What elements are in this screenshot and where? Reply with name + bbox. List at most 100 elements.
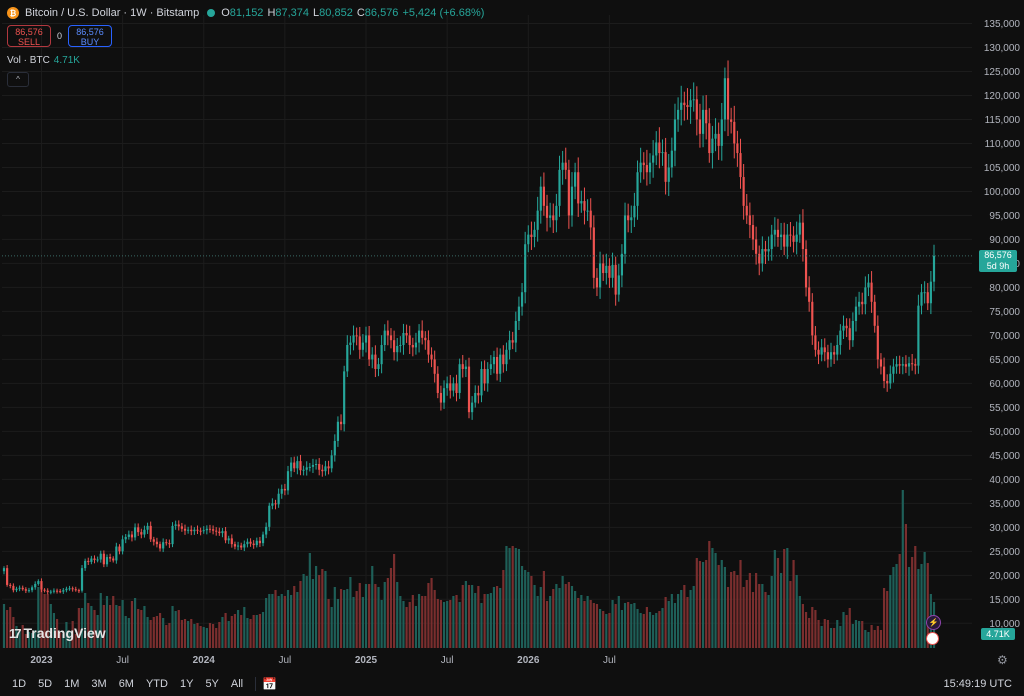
candle-body bbox=[467, 366, 471, 413]
volume-legend[interactable]: Vol · BTC 4.71K bbox=[7, 55, 80, 66]
candle-body bbox=[645, 165, 648, 173]
candle-body bbox=[542, 186, 545, 206]
candle-body bbox=[24, 589, 27, 591]
candle-body bbox=[2, 568, 6, 572]
candle-body bbox=[873, 301, 876, 326]
volume-bar bbox=[377, 587, 380, 648]
volume-bar bbox=[630, 604, 633, 648]
candle-body bbox=[361, 342, 364, 350]
volume-bar bbox=[592, 603, 595, 648]
symbol-title[interactable]: Bitcoin / U.S. Dollar · 1W · Bitstamp bbox=[25, 7, 200, 19]
volume-bar bbox=[464, 581, 467, 648]
candle-body bbox=[595, 277, 599, 288]
timeframe-5y[interactable]: 5Y bbox=[205, 678, 219, 690]
timeframe-ytd[interactable]: YTD bbox=[145, 678, 168, 690]
volume-bar bbox=[74, 634, 77, 648]
gear-icon[interactable]: ⚙ bbox=[997, 653, 1008, 667]
candle-body bbox=[789, 234, 792, 236]
candle-body bbox=[811, 301, 814, 336]
candle-body bbox=[907, 363, 911, 367]
us-flag-icon[interactable] bbox=[926, 632, 939, 645]
volume-bar bbox=[620, 610, 624, 648]
price-tick-label: 75,000 bbox=[989, 307, 1020, 318]
timeframe-all[interactable]: All bbox=[230, 678, 244, 690]
candle-body bbox=[580, 201, 583, 204]
candle-body bbox=[536, 210, 539, 230]
candle-body bbox=[261, 534, 265, 544]
volume-bar bbox=[655, 613, 658, 648]
candle-body bbox=[926, 292, 929, 304]
calendar-icon[interactable]: 📅 bbox=[262, 677, 278, 691]
candle-body bbox=[917, 305, 920, 366]
clock[interactable]: 15:49:19 UTC bbox=[943, 678, 1012, 690]
volume-bar bbox=[608, 613, 611, 648]
volume-bar bbox=[823, 619, 826, 648]
timeframe-1d[interactable]: 1D bbox=[12, 678, 27, 690]
volume-bar bbox=[648, 612, 652, 648]
volume-bar bbox=[483, 594, 486, 648]
symbol-header[interactable]: ₿ Bitcoin / U.S. Dollar · 1W · Bitstamp … bbox=[7, 5, 484, 21]
volume-bar bbox=[801, 604, 805, 648]
volume-bar bbox=[845, 615, 848, 648]
candle-body bbox=[545, 205, 549, 218]
volume-bar bbox=[252, 615, 255, 648]
candle-body bbox=[43, 589, 46, 591]
timeframe-3m[interactable]: 3M bbox=[91, 678, 107, 690]
buy-button[interactable]: 86,576 BUY bbox=[68, 25, 113, 47]
volume-bar bbox=[421, 596, 424, 648]
candle-body bbox=[358, 336, 361, 350]
volume-bar bbox=[627, 602, 630, 648]
time-axis[interactable]: 2023 Jul 2024 Jul 2025 Jul 2026 Jul bbox=[30, 655, 616, 666]
candle-body bbox=[171, 525, 174, 545]
volume-bar bbox=[792, 560, 795, 648]
candle-body bbox=[683, 102, 686, 106]
candle-body bbox=[742, 177, 745, 206]
candle-body bbox=[96, 559, 99, 561]
timeframe-1m[interactable]: 1M bbox=[64, 678, 80, 690]
volume-bar bbox=[442, 602, 446, 648]
volume-bar bbox=[55, 619, 59, 648]
time-tick-label: Jul bbox=[116, 655, 129, 666]
volume-bar bbox=[804, 612, 808, 648]
candle-body bbox=[558, 169, 561, 206]
candle-body bbox=[642, 162, 645, 166]
volume-bar bbox=[477, 586, 480, 648]
sell-button[interactable]: 86,576 SELL bbox=[7, 25, 51, 47]
timeframe-5d[interactable]: 5D bbox=[38, 678, 53, 690]
volume-bar bbox=[277, 596, 280, 648]
volume-bar bbox=[524, 570, 527, 648]
candle-body bbox=[433, 359, 436, 374]
volume-bar bbox=[879, 630, 883, 648]
timeframe-6m[interactable]: 6M bbox=[118, 678, 134, 690]
volume-bar bbox=[305, 576, 308, 648]
candle-body bbox=[302, 469, 305, 471]
candle-body bbox=[190, 529, 193, 532]
lightning-icon[interactable]: ⚡ bbox=[926, 615, 941, 630]
price-tick-label: 25,000 bbox=[989, 547, 1020, 558]
volume-bar bbox=[296, 592, 299, 648]
volume-bar bbox=[193, 624, 196, 648]
volume-bar bbox=[867, 632, 870, 648]
candle-body bbox=[149, 525, 152, 540]
volume-bar bbox=[324, 571, 327, 648]
market-status-icon[interactable] bbox=[207, 9, 216, 17]
candle-body bbox=[598, 263, 602, 288]
candle-body bbox=[15, 588, 18, 591]
time-tick-label: Jul bbox=[278, 655, 291, 666]
candle-body bbox=[539, 186, 542, 211]
candle-body bbox=[904, 364, 908, 367]
candle-body bbox=[892, 366, 895, 374]
volume-bar bbox=[480, 603, 483, 648]
candle-body bbox=[564, 162, 567, 170]
volume-bar bbox=[811, 607, 814, 648]
price-axis[interactable]: 135,000 130,000 125,000 120,000 115,000 110,0… bbox=[984, 19, 1021, 630]
timeframe-1y[interactable]: 1Y bbox=[179, 678, 194, 690]
price-tick-label: 115,000 bbox=[985, 115, 1021, 126]
candle-body bbox=[271, 503, 274, 506]
candle-body bbox=[680, 102, 683, 110]
candle-body bbox=[380, 344, 383, 365]
volume-bar bbox=[327, 599, 330, 648]
volume-bar bbox=[926, 563, 929, 648]
collapse-legend-button[interactable]: ^ bbox=[7, 72, 29, 87]
